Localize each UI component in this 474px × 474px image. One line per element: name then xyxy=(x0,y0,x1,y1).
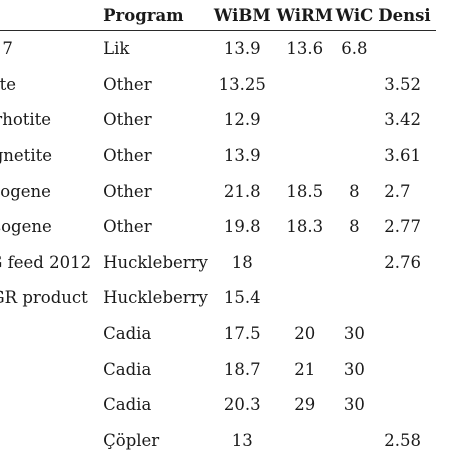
cell-wirm xyxy=(275,102,335,138)
cell-sample: SAG feed 2012 xyxy=(0,252,92,272)
cell-wic: 30 xyxy=(343,324,365,344)
cell-wic: 30 xyxy=(343,395,365,415)
cell-wic xyxy=(335,67,375,103)
table-row: Pyrrhotite Other 12.9 3.42 xyxy=(0,102,436,138)
cell-sample xyxy=(0,387,99,423)
table-row: Magnetite Other 13.9 3.61 xyxy=(0,138,436,174)
cell-wibm: 13.9 xyxy=(223,146,261,166)
cell-density: 3.52 xyxy=(384,74,422,94)
cell-sample: Magnetite xyxy=(0,146,52,166)
cell-program: Other xyxy=(103,110,152,130)
cell-program: Other xyxy=(103,146,152,166)
cell-density xyxy=(374,31,436,67)
cell-program: Other xyxy=(103,181,152,201)
cell-program: Other xyxy=(103,217,152,237)
cell-wirm xyxy=(275,138,335,174)
cell-wirm: 29 xyxy=(294,395,316,415)
cell-program: Other xyxy=(103,74,152,94)
cell-program: Lik xyxy=(103,39,130,59)
header-sample xyxy=(0,0,99,31)
table-row: Cadia 18.7 21 30 xyxy=(0,351,436,387)
cell-sample: Ore 7 xyxy=(0,39,13,59)
cell-wic xyxy=(335,423,375,459)
cell-wirm xyxy=(275,280,335,316)
cell-density xyxy=(374,351,436,387)
cell-sample xyxy=(0,351,99,387)
table-row: Mesogene Other 19.8 18.3 8 2.77 xyxy=(0,209,436,245)
cell-wibm: 20.3 xyxy=(223,395,261,415)
cell-wic xyxy=(335,245,375,281)
cell-wibm: 13.25 xyxy=(218,74,266,94)
cell-wic xyxy=(335,138,375,174)
table-body: Ore 7Lik13.913.66.8PyriteOther13.253.52P… xyxy=(0,31,436,459)
cell-program: Cadia xyxy=(103,359,152,379)
table-row: Hypogene Other 21.8 18.5 8 2.7 xyxy=(0,173,436,209)
cell-density: 2.58 xyxy=(384,430,422,450)
cell-density: 2.77 xyxy=(384,217,422,237)
cell-wibm: 17.5 xyxy=(223,324,261,344)
cell-wirm xyxy=(275,67,335,103)
cell-density: 2.7 xyxy=(384,181,411,201)
header-wirm: WiRM xyxy=(276,5,334,25)
cell-wic: 8 xyxy=(349,217,360,237)
table-row: Ore 7 Lik 13.9 13.6 6.8 xyxy=(0,31,436,67)
cell-wibm: 13 xyxy=(231,430,253,450)
table-row: HPGR product Huckleberry 15.4 xyxy=(0,280,436,316)
cell-sample xyxy=(0,423,99,459)
cell-sample: HPGR product xyxy=(0,288,88,308)
cell-wic: 6.8 xyxy=(341,39,368,59)
cell-wirm xyxy=(275,423,335,459)
header-row: Program WiBM WiRM WiC Densi xyxy=(0,0,436,31)
cell-program: Huckleberry xyxy=(103,288,208,308)
cell-program: Cadia xyxy=(103,324,152,344)
cell-program: Cadia xyxy=(103,395,152,415)
cell-program: Çöpler xyxy=(103,430,160,450)
cell-wibm: 21.8 xyxy=(223,181,261,201)
data-table: Program WiBM WiRM WiC Densi Ore 7 Lik 13.9… xyxy=(0,0,436,459)
cell-wibm: 18 xyxy=(231,252,253,272)
cell-wirm: 18.5 xyxy=(286,181,324,201)
cell-wirm: 20 xyxy=(294,324,316,344)
cell-sample: Pyrite xyxy=(0,74,16,94)
cell-wic: 30 xyxy=(343,359,365,379)
cell-wibm: 19.8 xyxy=(223,217,261,237)
cell-wibm: 15.4 xyxy=(223,288,261,308)
cell-density xyxy=(374,387,436,423)
header-wibm: WiBM xyxy=(213,5,271,25)
cell-program: Huckleberry xyxy=(103,252,208,272)
cell-wic xyxy=(335,102,375,138)
table-row: Çöpler 13 2.58 xyxy=(0,423,436,459)
cell-sample xyxy=(0,316,99,352)
cell-wirm: 13.6 xyxy=(286,39,324,59)
cell-wibm: 13.9 xyxy=(223,39,261,59)
cell-sample: Pyrrhotite xyxy=(0,110,52,130)
cell-wirm xyxy=(275,245,335,281)
cell-wibm: 12.9 xyxy=(223,110,261,130)
table-row: Cadia 20.3 29 30 xyxy=(0,387,436,423)
table-row: Cadia 17.5 20 30 xyxy=(0,316,436,352)
header-program: Program xyxy=(103,5,184,25)
cell-sample: Mesogene xyxy=(0,217,52,237)
cell-wic xyxy=(335,280,375,316)
table-row: Pyrite Other 13.25 3.52 xyxy=(0,67,436,103)
cell-density: 3.42 xyxy=(384,110,422,130)
header-density: Densi xyxy=(378,5,431,25)
cell-wirm: 18.3 xyxy=(286,217,324,237)
header-wic: WiC xyxy=(335,5,374,25)
cell-wic: 8 xyxy=(349,181,360,201)
cell-density xyxy=(374,280,436,316)
cell-density xyxy=(374,316,436,352)
cell-density: 2.76 xyxy=(384,252,422,272)
cell-sample: Hypogene xyxy=(0,181,51,201)
cell-wibm: 18.7 xyxy=(223,359,261,379)
cell-wirm: 21 xyxy=(294,359,316,379)
table-row: SAG feed 2012 Huckleberry 18 2.76 xyxy=(0,245,436,281)
cell-density: 3.61 xyxy=(384,146,422,166)
